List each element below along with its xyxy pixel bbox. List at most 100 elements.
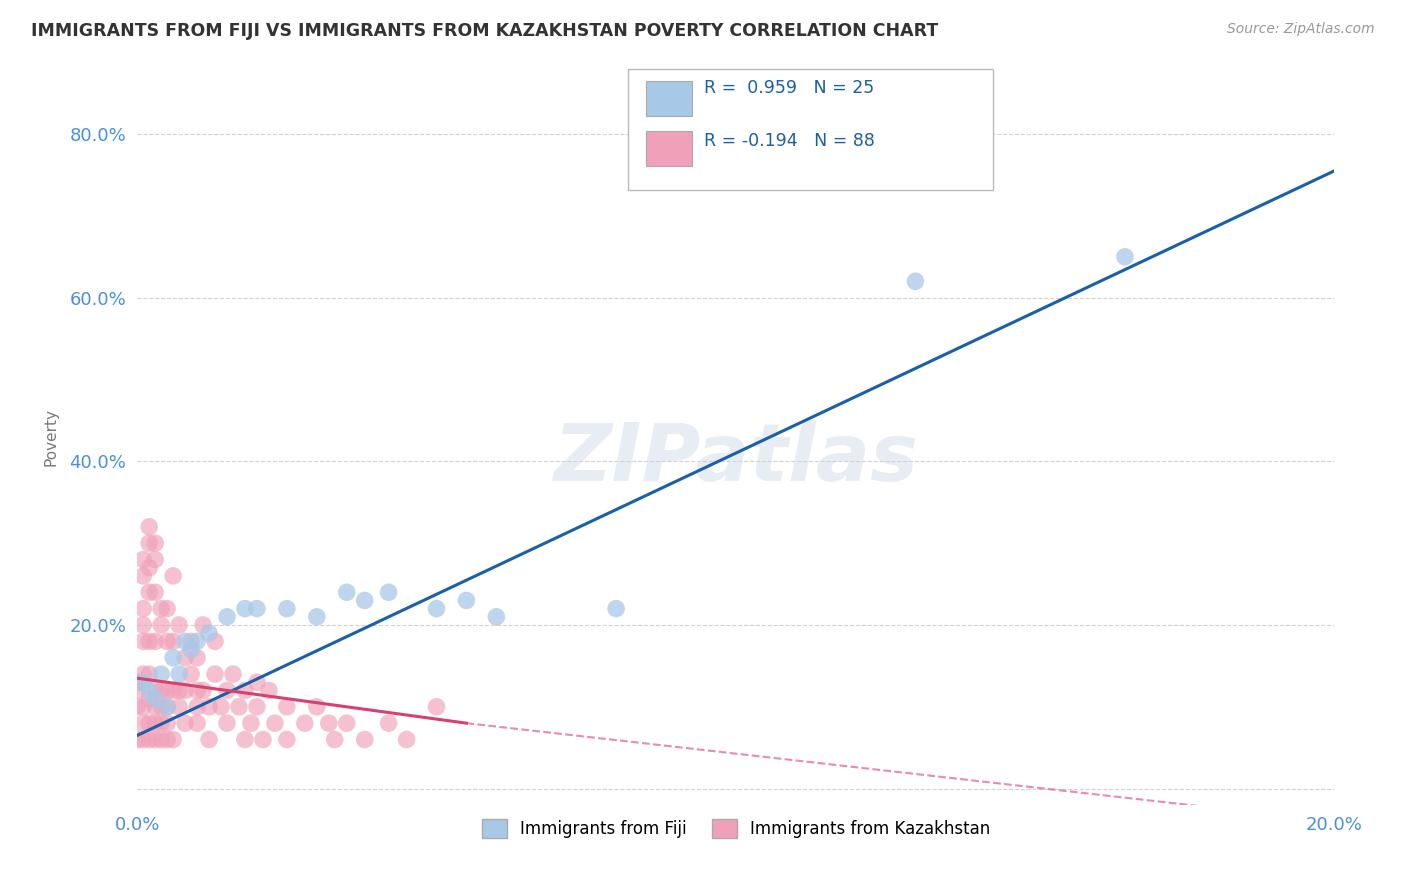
Point: [228, 699, 250, 714]
Point: [150, 716, 173, 731]
Point: [127, 699, 149, 714]
Point: [138, 667, 160, 681]
Point: [143, 634, 166, 648]
Point: [318, 716, 340, 731]
Point: [162, 634, 184, 648]
Point: [150, 699, 173, 714]
Point: [132, 569, 155, 583]
Point: [239, 716, 262, 731]
Point: [167, 667, 190, 681]
Point: [246, 601, 269, 615]
Point: [323, 732, 346, 747]
Point: [186, 650, 208, 665]
Point: [156, 699, 179, 714]
Point: [233, 683, 256, 698]
Point: [904, 274, 927, 288]
Point: [138, 683, 160, 698]
Text: ZIPatlas: ZIPatlas: [554, 420, 918, 498]
Point: [605, 601, 627, 615]
Point: [143, 699, 166, 714]
Point: [138, 691, 160, 706]
Point: [180, 667, 202, 681]
Point: [186, 699, 208, 714]
Point: [167, 618, 190, 632]
Point: [138, 716, 160, 731]
Point: [215, 609, 238, 624]
Point: [127, 683, 149, 698]
Point: [204, 667, 226, 681]
Point: [276, 732, 298, 747]
Point: [264, 716, 287, 731]
FancyBboxPatch shape: [628, 69, 993, 190]
Point: [174, 716, 197, 731]
Text: IMMIGRANTS FROM FIJI VS IMMIGRANTS FROM KAZAKHSTAN POVERTY CORRELATION CHART: IMMIGRANTS FROM FIJI VS IMMIGRANTS FROM …: [31, 22, 938, 40]
Point: [395, 732, 418, 747]
Point: [138, 536, 160, 550]
Point: [233, 732, 256, 747]
Point: [377, 585, 399, 599]
Point: [156, 716, 179, 731]
Point: [191, 618, 214, 632]
Point: [198, 699, 221, 714]
Y-axis label: Poverty: Poverty: [44, 408, 58, 466]
Point: [485, 609, 508, 624]
Point: [143, 732, 166, 747]
Point: [233, 601, 256, 615]
Point: [215, 716, 238, 731]
Point: [143, 585, 166, 599]
Point: [252, 732, 274, 747]
Point: [305, 699, 328, 714]
Point: [215, 683, 238, 698]
Point: [180, 634, 202, 648]
Point: [425, 699, 447, 714]
Point: [186, 683, 208, 698]
Point: [180, 642, 202, 657]
Point: [132, 716, 155, 731]
Point: [138, 520, 160, 534]
Point: [246, 675, 269, 690]
Point: [377, 716, 399, 731]
Point: [132, 618, 155, 632]
Point: [132, 634, 155, 648]
Point: [336, 585, 359, 599]
Point: [353, 593, 375, 607]
Point: [222, 667, 245, 681]
Point: [150, 667, 173, 681]
Point: [204, 634, 226, 648]
Point: [456, 593, 478, 607]
Point: [138, 585, 160, 599]
Bar: [645, 81, 692, 116]
Point: [174, 683, 197, 698]
Point: [127, 732, 149, 747]
Text: R =  0.959   N = 25: R = 0.959 N = 25: [703, 79, 873, 97]
Point: [186, 716, 208, 731]
Bar: [645, 131, 692, 167]
Point: [143, 683, 166, 698]
Point: [246, 699, 269, 714]
Point: [162, 683, 184, 698]
Point: [186, 634, 208, 648]
Text: Source: ZipAtlas.com: Source: ZipAtlas.com: [1227, 22, 1375, 37]
Point: [276, 699, 298, 714]
Point: [127, 675, 149, 690]
Point: [132, 601, 155, 615]
Point: [162, 569, 184, 583]
Point: [156, 683, 179, 698]
Point: [198, 732, 221, 747]
Point: [156, 699, 179, 714]
Point: [353, 732, 375, 747]
Point: [150, 618, 173, 632]
Point: [198, 626, 221, 640]
Point: [174, 650, 197, 665]
Point: [425, 601, 447, 615]
Point: [132, 699, 155, 714]
Point: [150, 732, 173, 747]
Point: [138, 634, 160, 648]
Point: [132, 552, 155, 566]
Point: [143, 716, 166, 731]
Point: [167, 699, 190, 714]
Point: [150, 601, 173, 615]
Point: [167, 683, 190, 698]
Point: [257, 683, 280, 698]
Point: [143, 691, 166, 706]
